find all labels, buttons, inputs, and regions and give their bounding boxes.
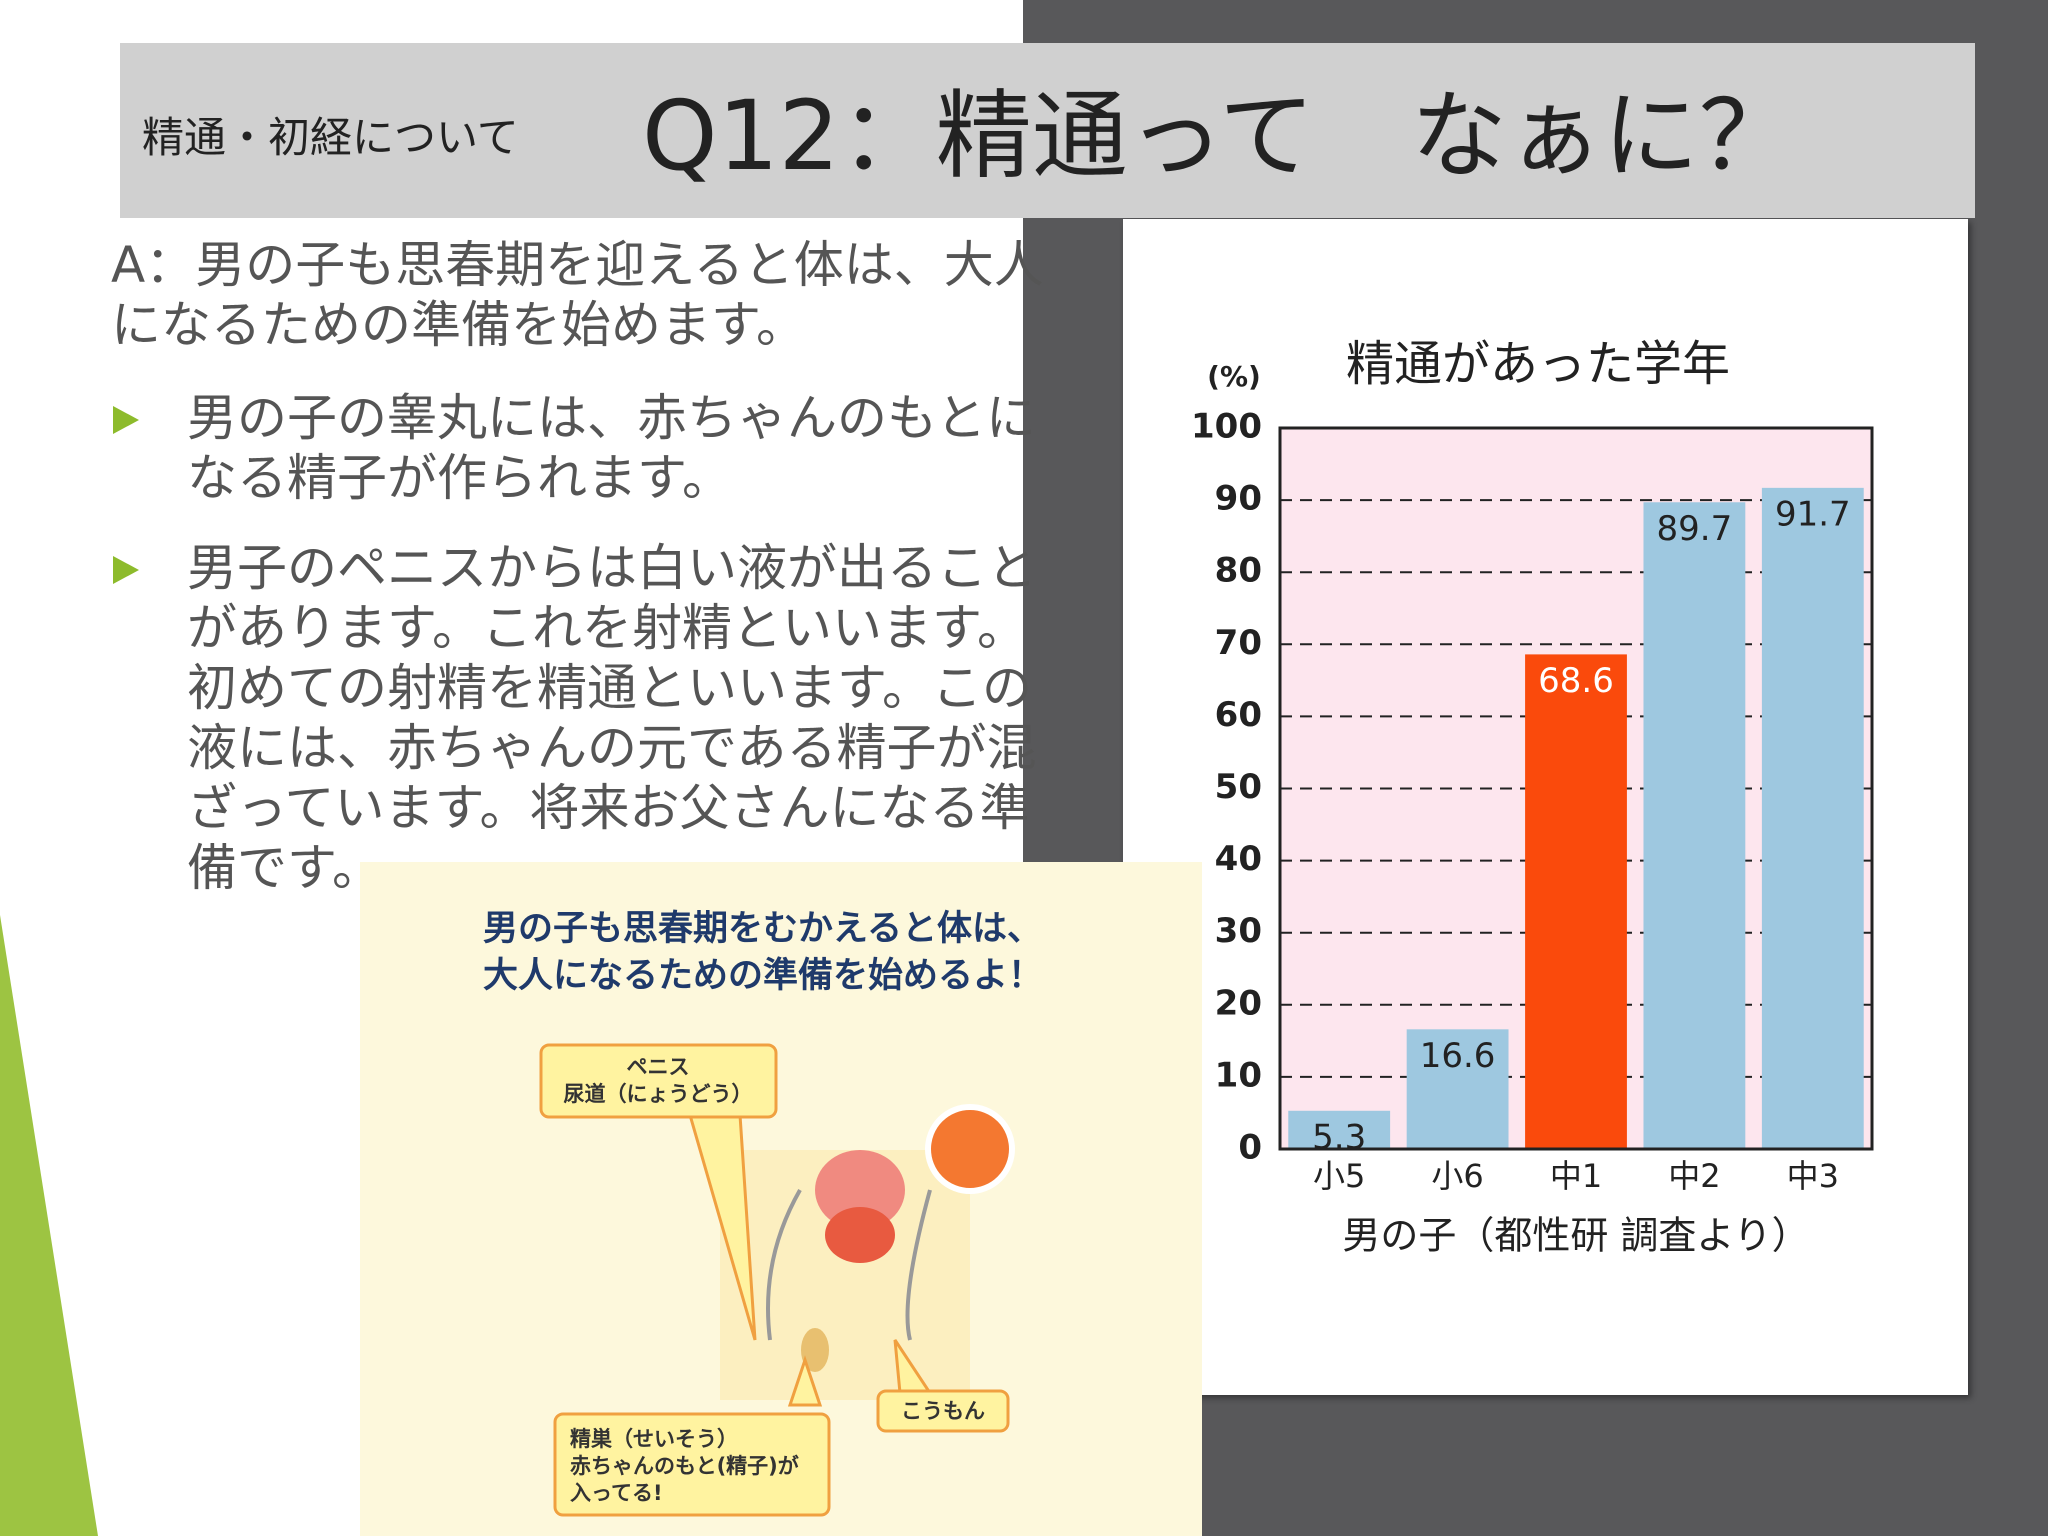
organ-outline bbox=[766, 1189, 802, 1341]
testis bbox=[801, 1328, 829, 1372]
x-axis-label: 男の子（都性研 調査より） bbox=[1342, 1214, 1809, 1258]
y-tick-label: 30 bbox=[1215, 911, 1262, 951]
intro-line: A：男の子も思春期を迎えると体は、大人 bbox=[111, 236, 1044, 294]
illustration-heading: 大人になるための準備を始めるよ！ bbox=[483, 956, 1043, 996]
orange-icon bbox=[925, 1104, 1015, 1194]
callout-box bbox=[539, 1043, 778, 1119]
bullet-line: ざっています。将来お父さんになる準 bbox=[187, 779, 1030, 837]
x-tick-label: 小5 bbox=[1313, 1157, 1365, 1195]
bullet-line: 男子のペニスからは白い液が出ること bbox=[187, 539, 1037, 597]
callout-pointer bbox=[787, 1355, 823, 1407]
x-tick-label: 中1 bbox=[1550, 1157, 1602, 1195]
bar bbox=[1406, 1029, 1509, 1149]
chart-title: 精通があった学年 bbox=[1346, 336, 1730, 392]
bullet-line: 初めての射精を精通といいます。この bbox=[187, 659, 1032, 717]
bar bbox=[1761, 487, 1864, 1149]
header-bar bbox=[120, 43, 1975, 218]
bullet-line: があります。これを射精といいます。 bbox=[187, 599, 1027, 657]
callout-label: 入ってる! bbox=[570, 1481, 663, 1505]
callout-box bbox=[553, 1412, 831, 1517]
bullet-marker bbox=[113, 406, 139, 434]
slide-title: Q12：精通って なぁに？ bbox=[642, 80, 1795, 192]
bar bbox=[1643, 502, 1746, 1149]
callout-label: こうもん bbox=[901, 1399, 985, 1423]
callout-label: 尿道（にょうどう） bbox=[564, 1082, 753, 1106]
bladder bbox=[815, 1150, 905, 1230]
plot-frame bbox=[1278, 426, 1874, 1151]
green-accent bbox=[0, 915, 98, 1536]
illustration-heading: 男の子も思春期をむかえると体は、 bbox=[483, 909, 1042, 949]
callout-box bbox=[876, 1389, 1010, 1433]
bar bbox=[1525, 654, 1627, 1149]
callout-label: 精巣（せいそう） bbox=[570, 1427, 738, 1451]
value-label: 68.6 bbox=[1538, 661, 1614, 701]
bullet-marker bbox=[113, 556, 139, 584]
y-tick-label: 90 bbox=[1215, 479, 1262, 519]
bullet-line: 備です。 bbox=[187, 839, 382, 897]
y-tick-label: 0 bbox=[1238, 1128, 1262, 1168]
y-tick-label: 20 bbox=[1215, 983, 1262, 1023]
callout-label: ペニス bbox=[627, 1055, 690, 1079]
y-tick-label: 50 bbox=[1215, 767, 1262, 807]
y-tick-label: 10 bbox=[1215, 1055, 1262, 1095]
bullet-line: 男の子の睾丸には、赤ちゃんのもとに bbox=[187, 389, 1036, 447]
y-unit: (%) bbox=[1207, 360, 1261, 393]
prostate bbox=[825, 1207, 895, 1263]
y-tick-label: 80 bbox=[1215, 551, 1262, 591]
y-tick-label: 40 bbox=[1215, 839, 1262, 879]
bar bbox=[1288, 1110, 1391, 1149]
callout-label: 赤ちゃんのもと(精子)が bbox=[570, 1454, 799, 1478]
intro-line: になるための準備を始めます。 bbox=[111, 296, 806, 354]
bullet-line: なる精子が作られます。 bbox=[187, 449, 732, 507]
value-label: 5.3 bbox=[1312, 1117, 1366, 1157]
x-tick-label: 小6 bbox=[1431, 1157, 1483, 1195]
y-tick-label: 60 bbox=[1215, 695, 1262, 735]
x-tick-label: 中2 bbox=[1668, 1157, 1720, 1195]
value-label: 16.6 bbox=[1420, 1036, 1496, 1076]
organ-outline bbox=[905, 1189, 932, 1341]
y-tick-label: 70 bbox=[1215, 623, 1262, 663]
bullet-line: 液には、赤ちゃんの元である精子が混 bbox=[187, 719, 1037, 777]
y-tick-label: 100 bbox=[1191, 407, 1262, 447]
value-label: 89.7 bbox=[1657, 509, 1733, 549]
section-label: 精通・初経について bbox=[142, 113, 519, 162]
x-tick-label: 中3 bbox=[1787, 1157, 1839, 1195]
value-label: 91.7 bbox=[1775, 494, 1851, 534]
